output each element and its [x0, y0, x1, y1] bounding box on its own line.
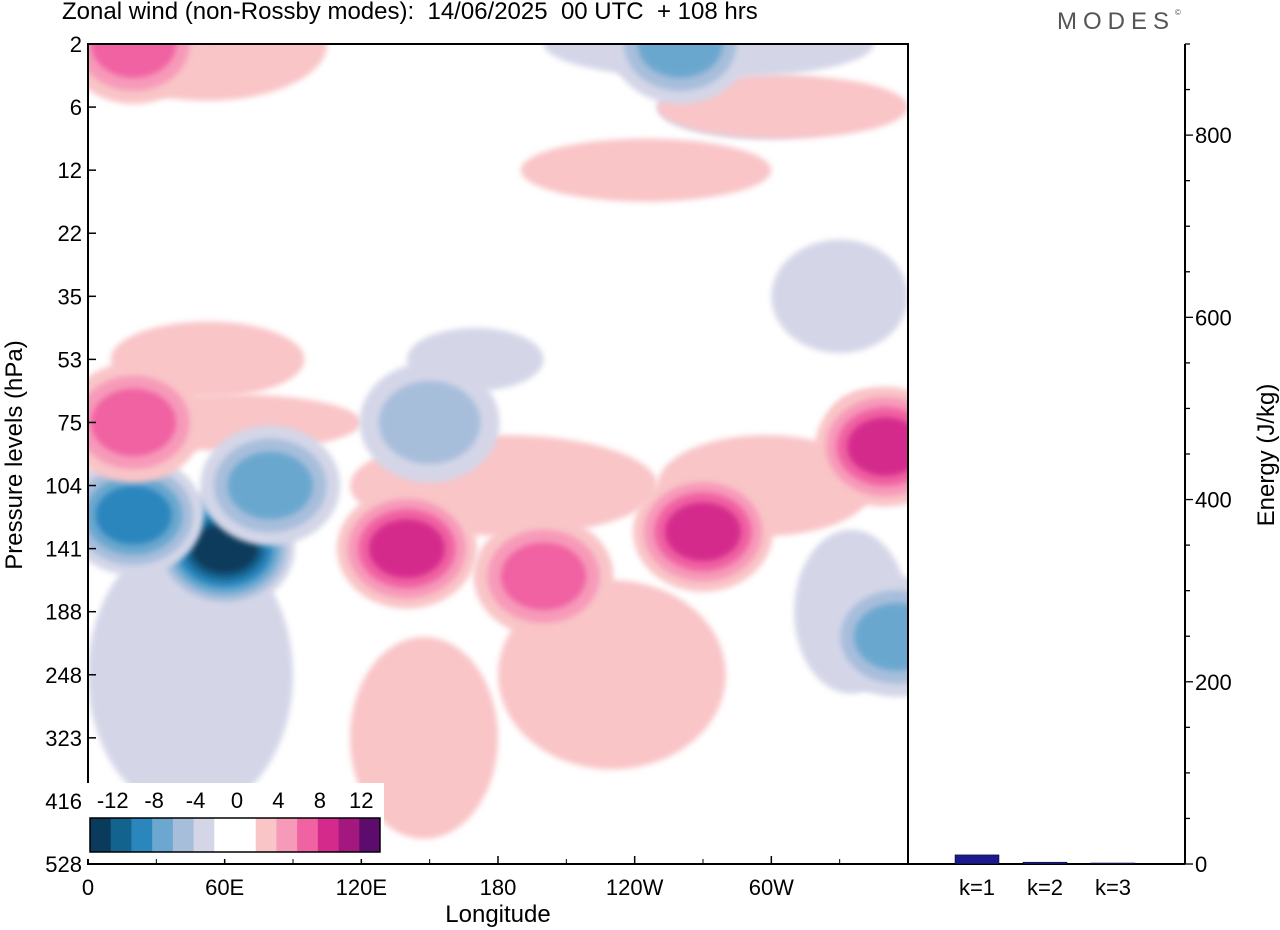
y-tick-label: 188	[45, 600, 82, 625]
energy-axis-ticks: 0 200 400 600 800	[1185, 43, 1232, 877]
logo-mark: ©	[1175, 8, 1181, 17]
chart-title: Zonal wind (non-Rossby modes): 14/06/202…	[62, 0, 758, 25]
contour-level	[227, 451, 313, 520]
contour-level	[378, 380, 481, 465]
energy-tick-label: 800	[1195, 123, 1232, 148]
y-tick-label: 35	[58, 284, 82, 309]
colorbar-label: -12	[97, 788, 129, 813]
colorbar-swatch	[110, 818, 132, 852]
colorbar-label: 0	[231, 788, 243, 813]
x-tick-label: 0	[82, 875, 94, 900]
colorbar-swatch	[90, 818, 112, 852]
x-tick-label: 60E	[205, 875, 244, 900]
colorbar-label: -8	[144, 788, 164, 813]
colorbar-label: 8	[314, 788, 326, 813]
y-tick-label: 416	[45, 789, 82, 814]
energy-bar	[954, 854, 1000, 865]
energy-tick-label: 400	[1195, 488, 1232, 513]
colorbar-frame	[89, 817, 381, 853]
contour-level	[95, 485, 172, 545]
energy-bar	[1090, 862, 1136, 865]
energy-axis-label: Energy (J/kg)	[1253, 384, 1280, 527]
energy-bar-label: k=1	[959, 875, 995, 900]
contour-level	[665, 502, 741, 562]
y-tick-label: 323	[45, 726, 82, 751]
colorbar-swatch	[235, 818, 257, 852]
colorbar-swatch	[152, 818, 174, 852]
colorbar-swatch	[276, 818, 298, 852]
energy-tick-label: 0	[1195, 852, 1207, 877]
x-tick-label: 120W	[606, 875, 664, 900]
y-tick-label: 12	[58, 158, 82, 183]
y-tick-label: 75	[58, 410, 82, 435]
colorbar-swatch	[255, 818, 277, 852]
colorbar-swatch	[193, 818, 215, 852]
contour-band	[771, 239, 908, 354]
y-tick-label: 104	[45, 474, 82, 499]
energy-bars: k=1 k=2 k=3	[954, 854, 1136, 900]
modes-logo: MODES©	[1057, 8, 1181, 36]
x-tick-label: 120E	[336, 875, 387, 900]
contour-band	[520, 138, 772, 202]
colorbar-swatch	[338, 818, 360, 852]
colorbar-label: -4	[186, 788, 206, 813]
contour-level	[854, 603, 908, 671]
contour-level	[368, 519, 445, 578]
y-tick-label: 141	[45, 537, 82, 562]
energy-bar-label: k=2	[1027, 875, 1063, 900]
logo-text: MODES	[1057, 8, 1176, 35]
y-tick-label: 2	[70, 32, 82, 57]
colorbar-swatch	[172, 818, 195, 852]
contour-level	[90, 388, 177, 457]
x-tick-label: 180	[480, 875, 517, 900]
contour-level	[90, 44, 177, 78]
colorbar-swatch	[131, 818, 153, 852]
contour-band	[349, 636, 498, 839]
x-axis: 0 60E 120E 180 120W 60W	[82, 856, 841, 900]
y-tick-label: 6	[70, 95, 82, 120]
contour-level	[637, 44, 723, 78]
energy-tick-label: 200	[1195, 670, 1232, 695]
x-tick-label: 60W	[749, 875, 794, 900]
energy-bar	[1022, 861, 1068, 865]
colorbar-swatch	[359, 818, 381, 852]
colorbar-label: 12	[349, 788, 373, 813]
colorbar-swatch	[317, 818, 340, 852]
y-tick-label: 248	[45, 663, 82, 688]
energy-bar-label: k=3	[1095, 875, 1131, 900]
colorbar-swatch	[214, 818, 236, 852]
x-axis-label: Longitude	[445, 901, 550, 928]
energy-tick-label: 600	[1195, 305, 1232, 330]
colorbar-label: 4	[272, 788, 284, 813]
contour-level	[847, 417, 908, 476]
y-tick-label: 53	[58, 347, 82, 372]
contour-fill	[88, 44, 908, 839]
colorbar-swatch	[297, 818, 319, 852]
y-axis-label: Pressure levels (hPa)	[1, 340, 28, 569]
y-tick-label: 22	[58, 221, 82, 246]
colorbar: -12 -8 -4 0 4 8 12	[86, 783, 384, 859]
contour-level	[500, 542, 587, 611]
y-tick-label: 528	[45, 852, 82, 877]
